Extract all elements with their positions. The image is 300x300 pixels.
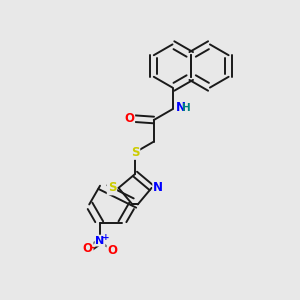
Text: N: N — [153, 182, 163, 194]
Text: -: - — [91, 243, 95, 253]
Text: H: H — [182, 103, 190, 113]
Text: S: S — [108, 182, 116, 194]
Text: +: + — [102, 233, 109, 242]
Text: O: O — [124, 112, 134, 125]
Text: O: O — [107, 244, 117, 257]
Text: O: O — [82, 242, 93, 255]
Text: N: N — [95, 236, 105, 246]
Text: S: S — [131, 146, 139, 159]
Text: N: N — [176, 101, 186, 114]
